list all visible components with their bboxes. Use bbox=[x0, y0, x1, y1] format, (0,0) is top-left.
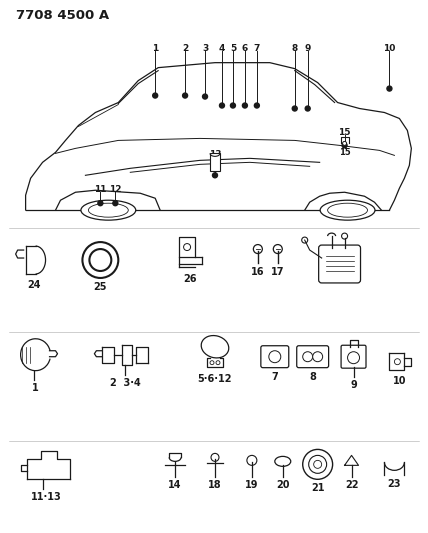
Circle shape bbox=[395, 359, 400, 365]
Circle shape bbox=[220, 103, 224, 108]
Text: 11: 11 bbox=[94, 185, 107, 194]
Ellipse shape bbox=[81, 200, 136, 220]
Text: 4: 4 bbox=[219, 44, 225, 53]
Text: 14: 14 bbox=[168, 480, 182, 490]
Circle shape bbox=[348, 352, 360, 364]
Circle shape bbox=[314, 461, 322, 469]
Text: 24: 24 bbox=[27, 280, 40, 290]
Text: 8: 8 bbox=[291, 44, 298, 53]
Circle shape bbox=[254, 103, 259, 108]
Text: 9: 9 bbox=[350, 379, 357, 390]
Circle shape bbox=[242, 103, 247, 108]
Circle shape bbox=[184, 244, 190, 251]
FancyBboxPatch shape bbox=[341, 345, 366, 368]
Circle shape bbox=[273, 245, 282, 254]
Text: 10: 10 bbox=[383, 44, 395, 53]
Text: 26: 26 bbox=[183, 274, 197, 284]
Text: 3: 3 bbox=[202, 44, 208, 53]
Text: 13: 13 bbox=[209, 150, 221, 159]
Text: 17: 17 bbox=[271, 267, 285, 277]
Circle shape bbox=[230, 103, 235, 108]
Text: 6: 6 bbox=[242, 44, 248, 53]
Text: 1: 1 bbox=[32, 383, 39, 393]
Circle shape bbox=[292, 106, 297, 111]
Circle shape bbox=[202, 94, 208, 99]
Text: 1: 1 bbox=[152, 44, 158, 53]
Circle shape bbox=[213, 173, 217, 178]
Circle shape bbox=[153, 93, 158, 98]
Circle shape bbox=[269, 351, 281, 362]
Circle shape bbox=[253, 245, 262, 254]
Circle shape bbox=[210, 361, 214, 365]
Text: 15: 15 bbox=[339, 148, 351, 157]
Circle shape bbox=[302, 237, 308, 243]
Text: 16: 16 bbox=[251, 267, 265, 277]
Ellipse shape bbox=[201, 336, 229, 358]
Circle shape bbox=[247, 455, 257, 465]
FancyBboxPatch shape bbox=[319, 245, 360, 283]
Text: 2  3·4: 2 3·4 bbox=[110, 378, 141, 387]
Ellipse shape bbox=[327, 203, 368, 217]
FancyBboxPatch shape bbox=[261, 346, 289, 368]
Text: 23: 23 bbox=[388, 479, 401, 489]
Text: 9: 9 bbox=[304, 44, 311, 53]
Circle shape bbox=[305, 106, 310, 111]
Text: 2: 2 bbox=[182, 44, 188, 53]
Circle shape bbox=[216, 361, 220, 365]
Text: 25: 25 bbox=[94, 282, 107, 292]
Text: 15: 15 bbox=[338, 128, 351, 138]
Circle shape bbox=[387, 86, 392, 91]
Text: 7: 7 bbox=[254, 44, 260, 53]
Ellipse shape bbox=[89, 249, 111, 271]
Text: 11·13: 11·13 bbox=[31, 492, 62, 502]
Text: 20: 20 bbox=[276, 480, 289, 490]
Circle shape bbox=[309, 455, 327, 473]
Ellipse shape bbox=[275, 456, 291, 466]
Bar bbox=[210, 154, 220, 171]
Circle shape bbox=[342, 143, 347, 148]
Text: 10: 10 bbox=[392, 376, 406, 386]
Circle shape bbox=[303, 449, 333, 479]
Circle shape bbox=[342, 233, 348, 239]
Circle shape bbox=[211, 454, 219, 462]
Circle shape bbox=[342, 141, 347, 146]
Text: 5·6·12: 5·6·12 bbox=[198, 374, 232, 384]
Text: 21: 21 bbox=[311, 483, 324, 494]
Ellipse shape bbox=[89, 203, 128, 217]
Text: 22: 22 bbox=[345, 480, 358, 490]
Circle shape bbox=[313, 352, 323, 362]
Ellipse shape bbox=[320, 200, 375, 220]
Text: 8: 8 bbox=[309, 372, 316, 382]
Text: 5: 5 bbox=[230, 44, 236, 53]
FancyBboxPatch shape bbox=[297, 346, 329, 368]
Circle shape bbox=[183, 93, 187, 98]
Text: 18: 18 bbox=[208, 480, 222, 490]
Ellipse shape bbox=[83, 242, 118, 278]
Text: 12: 12 bbox=[109, 185, 122, 194]
Text: 7: 7 bbox=[271, 372, 278, 382]
Text: 19: 19 bbox=[245, 480, 259, 490]
Text: 7708 4500 A: 7708 4500 A bbox=[16, 9, 109, 22]
Circle shape bbox=[98, 201, 103, 206]
Circle shape bbox=[303, 352, 313, 362]
Circle shape bbox=[113, 201, 118, 206]
